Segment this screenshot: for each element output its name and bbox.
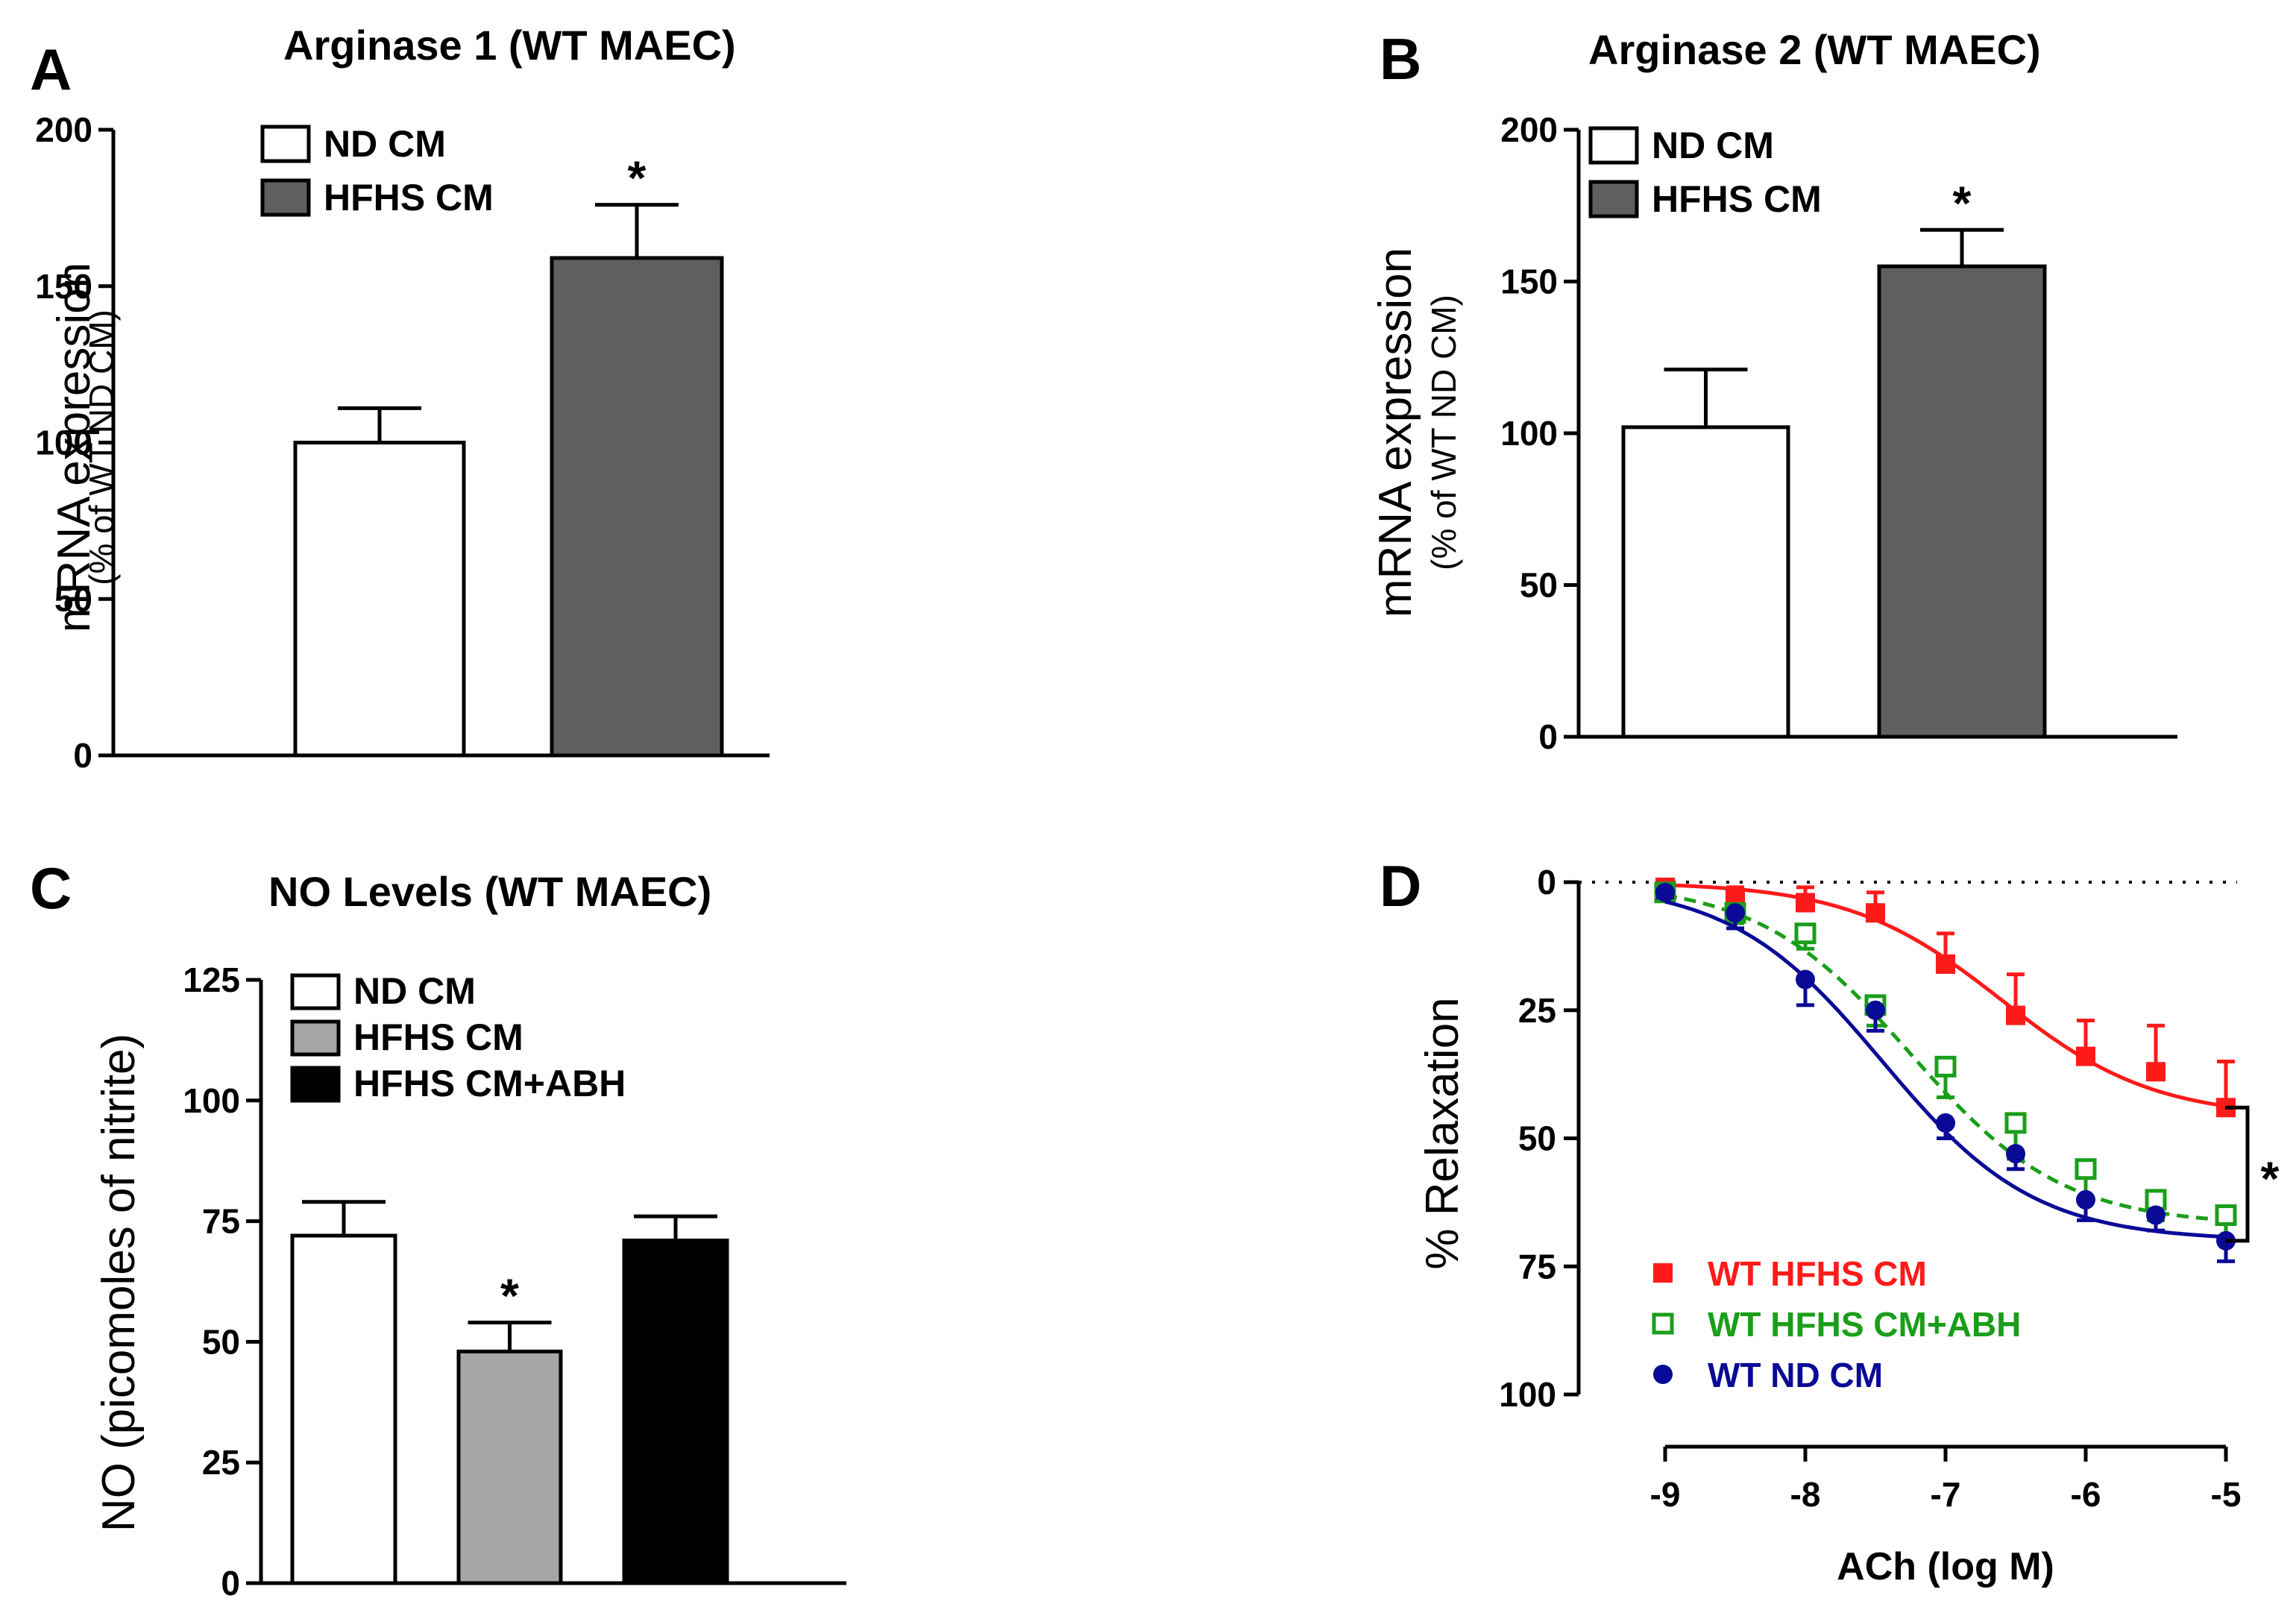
significance-star-b: * <box>1953 176 1972 230</box>
y-axis-label-a: mRNA expression <box>48 262 100 632</box>
y-tick-label-b: 0 <box>1538 717 1558 756</box>
x-axis-label-d: ACh (log M) <box>1837 1545 2054 1588</box>
y-tick-label-c: 75 <box>202 1202 240 1241</box>
y-axis-sublabel-b: (% of WT ND CM) <box>1424 295 1463 570</box>
y-tick-label-b: 150 <box>1500 262 1558 301</box>
significance-star-d: * <box>2261 1152 2280 1206</box>
bar-c <box>290 1233 397 1585</box>
x-tick-label-d: -6 <box>2071 1475 2101 1514</box>
bar-c <box>622 1238 729 1585</box>
data-point-d <box>2146 1205 2166 1225</box>
legend-marker-d <box>1653 1263 1673 1283</box>
legend-label-d: WT HFHS CM+ABH <box>1708 1305 2021 1344</box>
bar-a <box>550 256 724 758</box>
legend-label-b: ND CM <box>1652 125 1774 166</box>
y-tick-label-a: 150 <box>35 267 92 306</box>
panel-d: D 0 25 50 75 100 -9 -8 -7 -6 -5 ACh (log M) % Relax… <box>1380 853 2280 1588</box>
bar-a <box>293 441 466 758</box>
y-tick-label-d: 0 <box>1537 863 1556 902</box>
data-point-d <box>1866 1000 1885 1020</box>
x-tick-label-d: -9 <box>1650 1475 1681 1514</box>
legend-label-c: HFHS CM <box>353 1016 523 1058</box>
legend-label-a: HFHS CM <box>324 177 494 218</box>
y-tick-label-d: 75 <box>1518 1247 1556 1286</box>
legend-swatch-a <box>260 125 311 163</box>
y-tick-label-c: 50 <box>202 1322 240 1361</box>
legend-label-c: HFHS CM+ABH <box>353 1063 626 1104</box>
y-axis-label-d: % Relaxation <box>1417 997 1468 1269</box>
x-tick-label-d: -8 <box>1790 1475 1821 1514</box>
data-point-d <box>2215 1204 2237 1227</box>
y-axis-sublabel-a: (% of WT ND CM) <box>82 309 121 585</box>
y-tick-label-c: 0 <box>221 1564 240 1603</box>
significance-star-a: * <box>628 151 647 205</box>
data-point-d <box>2006 1005 2025 1025</box>
x-tick-label-d: -5 <box>2211 1475 2242 1514</box>
data-point-d <box>1866 903 1885 923</box>
y-tick-label-a: 0 <box>73 736 92 775</box>
y-tick-label-a: 50 <box>54 579 92 618</box>
y-axis-label-c: NO (picomoles of nitrite) <box>93 1034 145 1532</box>
data-point-d <box>1796 893 1815 913</box>
legend-swatch-c <box>290 1066 341 1103</box>
legend-swatch-b <box>1588 126 1639 165</box>
y-tick-label-d: 50 <box>1518 1119 1556 1158</box>
legend-marker-d <box>1652 1312 1674 1335</box>
data-point-d <box>2075 1158 2097 1180</box>
legend-swatch-b <box>1588 180 1639 218</box>
data-point-d <box>2146 1062 2166 1082</box>
x-tick-label-d: -7 <box>1931 1475 1961 1514</box>
bar-c <box>456 1349 563 1585</box>
y-tick-label-b: 50 <box>1520 566 1558 605</box>
y-axis-label-b: mRNA expression <box>1370 248 1421 617</box>
panel-c: C NO Levels (WT MAEC) 0 25 50 75 100 125 NO (p… <box>30 855 846 1603</box>
chart-title-b: Arginase 2 (WT MAEC) <box>1588 26 2041 73</box>
data-point-d <box>1796 969 1815 990</box>
legend-label-c: ND CM <box>353 970 476 1012</box>
legend-label-b: HFHS CM <box>1652 178 1822 220</box>
legend-label-d: WT ND CM <box>1708 1356 1883 1394</box>
bar-b <box>1621 425 1790 739</box>
legend-label-a: ND CM <box>324 123 446 165</box>
significance-bracket-d <box>2225 1105 2250 1243</box>
y-tick-label-b: 100 <box>1500 414 1558 453</box>
legend-swatch-c <box>290 1019 341 1057</box>
panel-label-d: D <box>1380 853 1421 919</box>
y-tick-label-c: 125 <box>183 960 240 999</box>
data-point-d <box>2006 1144 2025 1164</box>
data-point-d <box>1655 882 1675 902</box>
data-point-d <box>1936 954 1955 974</box>
y-tick-label-d: 25 <box>1518 991 1556 1030</box>
data-point-d <box>2076 1189 2095 1210</box>
data-point-d <box>1726 903 1745 923</box>
panel-label-b: B <box>1380 26 1421 92</box>
chart-title-a: Arginase 1 (WT MAEC) <box>283 22 736 69</box>
panel-label-a: A <box>30 37 72 102</box>
data-point-d <box>1936 1113 1955 1133</box>
data-point-d <box>2076 1046 2095 1066</box>
legend-swatch-a <box>260 178 311 217</box>
data-point-d <box>1934 1055 1957 1078</box>
data-point-d <box>2004 1112 2027 1134</box>
legend-label-d: WT HFHS CM <box>1708 1254 1927 1293</box>
y-tick-label-a: 100 <box>35 424 92 462</box>
panel-b: B Arginase 2 (WT MAEC) 0 50 100 150 200 mRNA … <box>1370 26 2177 756</box>
bar-b <box>1877 264 2047 739</box>
panel-label-c: C <box>30 855 72 921</box>
y-tick-label-d: 100 <box>1499 1375 1556 1414</box>
chart-title-c: NO Levels (WT MAEC) <box>268 868 711 915</box>
significance-star-c: * <box>500 1269 519 1323</box>
y-tick-label-a: 200 <box>35 110 92 149</box>
panel-a: A Arginase 1 (WT MAEC) 0 50 100 150 200 mRNA … <box>30 22 770 775</box>
y-tick-label-c: 100 <box>183 1081 240 1120</box>
y-tick-label-c: 25 <box>202 1443 240 1482</box>
legend-marker-d <box>1653 1365 1673 1384</box>
legend-swatch-c <box>290 973 341 1010</box>
data-point-d <box>1794 922 1817 945</box>
y-tick-label-b: 200 <box>1500 110 1558 149</box>
